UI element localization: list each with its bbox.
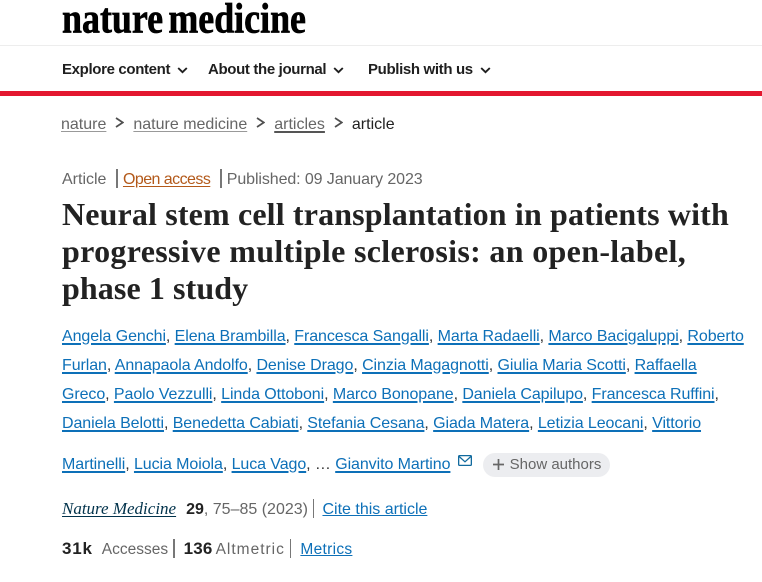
svg-text:nature medicine: nature medicine xyxy=(62,0,306,42)
